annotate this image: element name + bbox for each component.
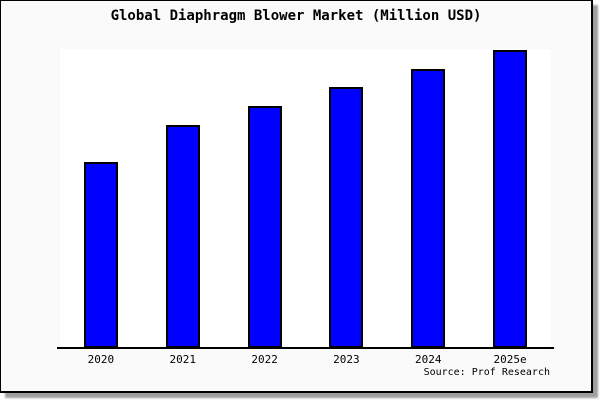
bar-2024 bbox=[411, 69, 446, 348]
x-axis-labels: 2020 2021 2022 2023 2024 2025e bbox=[60, 353, 551, 367]
bar-2023 bbox=[329, 87, 364, 348]
x-tick-label-2023: 2023 bbox=[333, 353, 360, 366]
x-tick-label-2024: 2024 bbox=[415, 353, 442, 366]
chart-title: Global Diaphragm Blower Market (Million … bbox=[110, 8, 482, 24]
x-tick-label-2022: 2022 bbox=[251, 353, 278, 366]
bar-2021 bbox=[165, 125, 200, 348]
bar-2020 bbox=[83, 162, 118, 348]
bar-2022 bbox=[247, 106, 282, 348]
x-tick-label-2020: 2020 bbox=[87, 353, 115, 366]
chart-canvas: Global Diaphragm Blower Market (Million … bbox=[0, 0, 593, 393]
source-note: Source: Prof Research bbox=[423, 367, 550, 378]
x-tick-label-2025e: 2025e bbox=[493, 353, 527, 366]
x-tick-label-2021: 2021 bbox=[169, 353, 197, 366]
x-axis-line bbox=[57, 347, 554, 349]
plot-area bbox=[60, 49, 551, 348]
bar-2025e bbox=[493, 50, 528, 348]
bars-layer bbox=[60, 49, 551, 348]
